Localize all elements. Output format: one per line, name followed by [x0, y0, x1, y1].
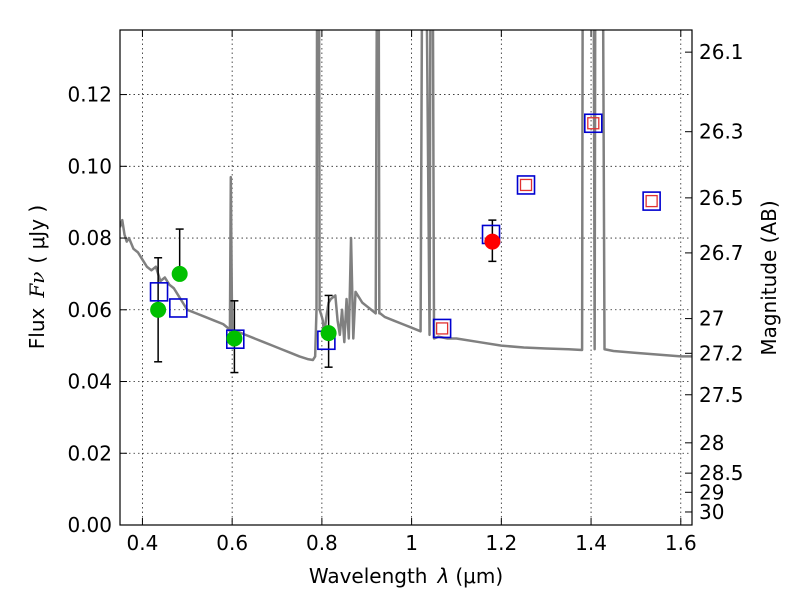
- y-tick-label: 0.04: [67, 370, 112, 394]
- x-tick-label: 1.4: [575, 531, 607, 555]
- blue-square-marker: [432, 318, 452, 339]
- red-square-marker: [519, 178, 533, 192]
- y-axis-label-symbol: Fν: [25, 272, 49, 299]
- blue-square-marker: [516, 175, 536, 195]
- data-points: [149, 113, 661, 374]
- red-square-marker: [587, 117, 600, 130]
- y2-axis-label: Magnitude (AB): [757, 200, 781, 355]
- x-axis-label-text: Wavelength: [309, 564, 428, 588]
- y-axis-label: Flux Fν ( μJy ): [25, 205, 49, 349]
- x-tick-label: 0.8: [306, 531, 338, 555]
- green-circle-marker: [171, 265, 188, 282]
- x-axis-label-unit: (μm): [455, 564, 503, 588]
- y-tick-label: 0.10: [67, 154, 112, 178]
- red-square-marker: [435, 322, 449, 335]
- green-circle-marker: [320, 325, 337, 342]
- y2-tick-label: 26.3: [699, 120, 744, 144]
- y2-tick-label: 26.5: [699, 186, 744, 210]
- y2-tick-label: 30: [699, 500, 724, 524]
- x-tick-label: 1.6: [665, 531, 697, 555]
- y2-tick-label: 29: [699, 480, 724, 504]
- x-tick-label: 1.2: [485, 531, 517, 555]
- y2-tick-label: 27.2: [699, 341, 744, 365]
- y-axis-label-unit: ( μJy ): [25, 205, 49, 264]
- model-spectrum-line: [120, 30, 692, 362]
- x-tick-label: 0.6: [216, 531, 248, 555]
- plot-frame: [119, 29, 693, 526]
- green-circle-marker: [226, 330, 243, 347]
- red-square-marker: [645, 194, 658, 208]
- x-tick-label: 0.4: [127, 531, 159, 555]
- y2-tick-label: 28.5: [699, 461, 744, 485]
- grid: [120, 30, 692, 526]
- blue-square-marker: [642, 191, 661, 211]
- y-tick-label: 0.06: [67, 298, 112, 322]
- red-circle-marker: [484, 233, 501, 250]
- y-tick-label: 0.12: [67, 83, 112, 107]
- blue-square-marker: [584, 113, 603, 134]
- model-spectrum: [120, 30, 692, 362]
- axis-ticks: 0.4 0.6 0.8 1 1.2 1.4 1.6 0.00 0.02 0.04 0.06 0.08 0…: [67, 30, 744, 555]
- blue-square-marker: [169, 298, 188, 318]
- x-tick-label: 1: [405, 531, 418, 555]
- y-tick-label: 0.02: [67, 441, 112, 465]
- y-tick-label: 0.08: [67, 226, 112, 250]
- y2-tick-label: 27: [699, 307, 724, 331]
- x-axis-label: Wavelength λ (μm): [309, 564, 503, 588]
- x-axis-label-symbol: λ: [437, 564, 450, 588]
- y2-tick-label: 26.7: [699, 241, 744, 265]
- y-tick-label: 0.00: [67, 513, 112, 537]
- y2-tick-label: 27.5: [699, 383, 744, 407]
- blue-square-marker: [149, 282, 169, 302]
- y2-tick-label: 26.1: [699, 40, 744, 64]
- y2-tick-label: 28: [699, 431, 724, 455]
- y-axis-label-text: Flux: [25, 307, 49, 349]
- green-circle-marker: [150, 301, 167, 318]
